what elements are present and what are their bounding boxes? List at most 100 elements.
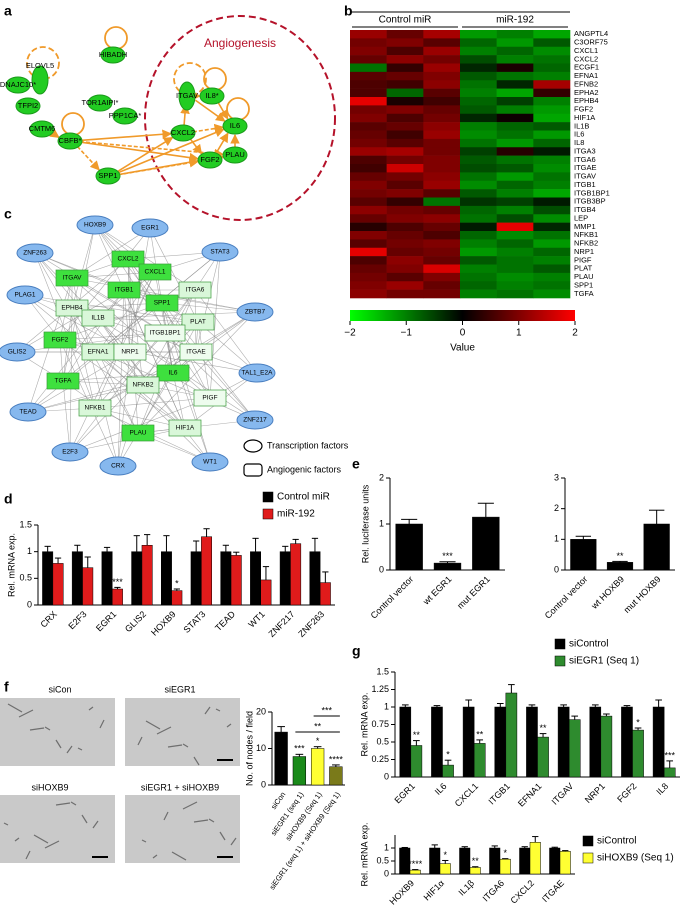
node-label: ITGB1	[115, 287, 134, 294]
heat-cell	[350, 231, 387, 240]
bar	[190, 551, 202, 606]
heat-cell	[533, 205, 571, 215]
heat-cell	[386, 172, 424, 182]
y-tick-label: 0	[27, 599, 32, 609]
node-label: ELOVL5	[26, 61, 54, 70]
node-label: FGF2	[52, 337, 69, 344]
node-label: GLIS2	[8, 349, 27, 356]
edge	[197, 321, 258, 374]
x-tick-label: NRP1	[583, 781, 607, 805]
heat-cell	[350, 155, 387, 165]
row-label: NRP1	[574, 247, 594, 256]
node-label: ITGAV	[62, 275, 82, 282]
heat-cell	[533, 138, 571, 148]
edge	[24, 294, 131, 353]
heat-cell	[350, 88, 387, 98]
heat-cell	[423, 155, 461, 165]
edge	[62, 380, 71, 453]
tf-node	[236, 302, 274, 322]
heat-cell	[423, 256, 461, 265]
colorbar-tick-label: 0	[460, 328, 466, 339]
bar	[429, 847, 441, 875]
heat-cell	[350, 105, 387, 115]
node-label: HIF1A	[176, 425, 195, 432]
heat-cell	[496, 88, 534, 98]
bar	[292, 756, 307, 786]
x-tick-label: ITGAE	[540, 878, 566, 904]
heat-cell	[350, 80, 387, 89]
heat-cell	[350, 55, 387, 64]
heat-cell	[350, 97, 387, 106]
row-label: EPHA2	[574, 88, 599, 97]
heat-cell	[386, 281, 424, 290]
y-tick-label: 20	[256, 706, 266, 716]
heat-cell	[460, 281, 497, 290]
node	[87, 94, 113, 112]
y-tick-label: 0.75	[371, 719, 389, 729]
heat-cell	[386, 197, 424, 207]
y-tick-label: 1	[27, 546, 32, 556]
node-label: IL1B	[91, 315, 104, 322]
heat-cell	[423, 130, 461, 140]
heat-cell	[460, 97, 497, 106]
texture	[204, 706, 211, 715]
heat-cell	[533, 247, 571, 257]
colorbar-tick-label: 1	[516, 328, 522, 339]
row-label: PLAT	[574, 264, 593, 273]
edge	[94, 332, 166, 409]
significance: **	[413, 730, 421, 740]
node	[29, 120, 55, 138]
heat-cell	[460, 105, 497, 115]
texture	[137, 736, 143, 746]
heat-cell	[386, 71, 424, 81]
heat-cell	[350, 214, 387, 223]
panel-letter: f	[4, 679, 9, 695]
legend-swatch	[262, 491, 274, 503]
row-label: EFNB2	[574, 79, 598, 88]
edge	[76, 145, 100, 171]
heat-cell	[533, 256, 571, 265]
node	[222, 146, 248, 164]
colorbar-tick-label: −1	[401, 328, 413, 339]
tf-node	[9, 402, 47, 422]
x-tick-label: STAT3	[182, 609, 208, 635]
row-label: CXCL1	[574, 46, 598, 55]
texture	[25, 850, 31, 860]
heat-cell	[533, 189, 571, 198]
factor-node	[113, 343, 147, 361]
x-tick-label: EGR1	[393, 781, 417, 805]
node-label: CXCL1	[145, 269, 166, 276]
significance: *	[443, 850, 447, 860]
heat-cell	[386, 247, 424, 257]
heat-cell	[460, 239, 497, 249]
texture	[44, 840, 60, 849]
edge	[97, 311, 256, 319]
node-label: ITGAV	[176, 91, 198, 100]
factor-node	[126, 376, 160, 394]
node-label: WT1	[203, 459, 217, 466]
bar	[274, 731, 288, 786]
node	[31, 65, 49, 95]
row-label: HIF1A	[574, 113, 595, 122]
node-label: NFKB1	[85, 405, 106, 412]
heat-cell	[350, 197, 387, 207]
edge	[117, 128, 225, 174]
heat-cell	[386, 97, 424, 106]
heat-cell	[496, 46, 534, 56]
node	[222, 117, 248, 135]
x-tick-label: HOXB9	[149, 609, 178, 638]
tf-node	[0, 342, 36, 362]
edge	[195, 251, 221, 353]
edge	[116, 136, 174, 173]
texture	[182, 801, 198, 810]
legend-label: siHOXB9 (Seq 1)	[597, 853, 674, 864]
significance: ***	[294, 744, 305, 754]
bar	[112, 588, 123, 606]
panel-letter: e	[352, 456, 360, 472]
x-tick-label: EGR1	[94, 609, 118, 633]
tf-node	[76, 215, 114, 235]
edge	[16, 332, 166, 353]
heat-cell	[350, 172, 387, 182]
bar	[570, 539, 597, 571]
y-tick-label: 2	[554, 503, 559, 513]
